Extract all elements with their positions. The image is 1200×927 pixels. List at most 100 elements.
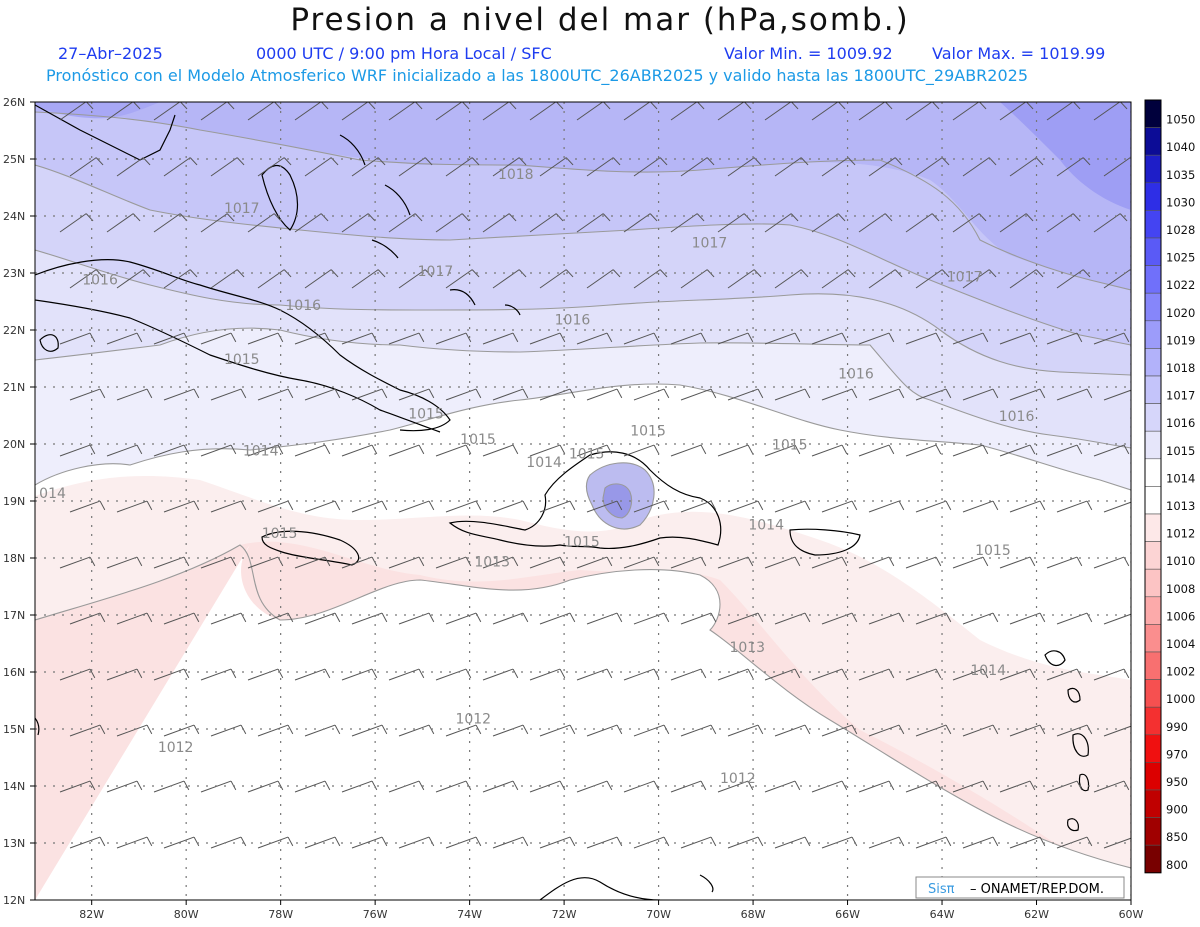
colorbar-label: 1012: [1166, 527, 1195, 541]
wind-barb: [905, 444, 942, 457]
wind-barb: [623, 213, 658, 233]
colorbar-label: 1017: [1166, 389, 1195, 403]
lon-label: 60W: [1119, 908, 1144, 921]
wind-barb: [482, 780, 519, 793]
pressure-band-1019: [1000, 102, 1131, 210]
lon-label: 62W: [1024, 908, 1049, 921]
wind-barb: [1009, 269, 1044, 289]
credit-brand: Sisπ: [928, 882, 955, 897]
hispaniola: [448, 451, 722, 550]
valor-min-label: Valor Min. = 1009.92: [724, 44, 893, 63]
cuba-south-coast: [35, 299, 441, 433]
wind-barb: [868, 157, 903, 177]
wind-barb: [1046, 556, 1083, 569]
wind-barb: [999, 556, 1036, 569]
wind-barb: [670, 102, 705, 121]
wind-barb: [727, 612, 764, 625]
wind-barb: [774, 500, 811, 513]
wind-barb: [482, 213, 517, 233]
wind-barb: [727, 836, 764, 849]
colorbar-swatch: [1144, 320, 1162, 349]
isobar-label: 1015: [772, 438, 808, 454]
wind-barb: [304, 836, 341, 849]
wind-barb: [633, 157, 668, 177]
wind-barb: [1103, 157, 1131, 177]
wind-barb: [811, 556, 848, 569]
lon-label: 78W: [268, 908, 293, 921]
isobar-label: 1014: [30, 486, 66, 502]
wind-barb: [1009, 724, 1046, 737]
wind-barb: [257, 500, 294, 513]
isobar-label: 1015: [224, 352, 260, 368]
lat-label: 15N: [3, 723, 25, 736]
isobar-label: 1015: [564, 535, 600, 551]
wind-barb: [294, 780, 331, 793]
colorbar-label: 1002: [1166, 665, 1195, 679]
wind-barb: [717, 213, 752, 233]
wind-barb: [539, 612, 576, 625]
wind-barb: [304, 388, 341, 401]
bahamas-island-1: [371, 239, 399, 259]
wind-barb: [764, 102, 799, 121]
wind-barb: [858, 556, 895, 569]
wind-barb: [529, 213, 564, 233]
wind-barb: [999, 444, 1036, 457]
isobar-label: 1013: [474, 555, 510, 571]
isobar-label: 1014: [526, 455, 562, 471]
wind-barb: [257, 388, 294, 401]
wind-barb: [858, 668, 895, 681]
bahamas-andros: [261, 165, 299, 231]
lesser-antilles-martinique: [1067, 687, 1081, 703]
wind-barb: [341, 780, 378, 793]
isobar-label: 1013: [729, 640, 765, 656]
isobar-label: 1012: [720, 771, 756, 787]
wind-barb: [811, 213, 846, 233]
lat-label: 12N: [3, 894, 25, 907]
wind-barb: [633, 612, 670, 625]
wind-barb: [445, 388, 482, 401]
wind-barb: [717, 332, 754, 345]
isobar-label: 1014: [970, 663, 1006, 679]
wind-barb: [727, 724, 764, 737]
isobar-label: 1015: [262, 526, 298, 542]
wind-barb: [210, 388, 247, 401]
colorbar-swatch: [1144, 210, 1162, 239]
wind-barb: [492, 836, 529, 849]
wind-barb: [952, 332, 989, 345]
wind-barb: [294, 102, 329, 121]
wind-barb: [717, 780, 754, 793]
wind-barb: [116, 836, 153, 849]
wind-barb: [1046, 332, 1083, 345]
colorbar-label: 1030: [1166, 195, 1195, 209]
wind-barb: [868, 836, 905, 849]
wind-barb: [1046, 444, 1083, 457]
wind-barb: [69, 388, 106, 401]
west-coast-edge: [35, 717, 40, 736]
colorbar-label: 1015: [1166, 444, 1195, 458]
colorbar-swatch: [1144, 734, 1162, 763]
wind-barb: [1103, 613, 1131, 625]
wind-barb: [915, 157, 950, 177]
colorbar-label: 1028: [1166, 223, 1195, 237]
wind-barb: [858, 213, 893, 233]
wind-barb: [680, 500, 717, 513]
wind-barb: [764, 332, 801, 345]
wind-barb: [1009, 500, 1046, 513]
wind-barb: [586, 269, 621, 289]
isobar-labels: 1018 1017 1017 1017 1017 1016 1016 1016 1016 1016…: [30, 167, 1034, 787]
wind-barb: [388, 213, 423, 233]
wind-barb: [952, 556, 989, 569]
south-america-coast: [539, 877, 661, 900]
wind-barb: [680, 157, 715, 177]
wind-barb: [482, 102, 517, 121]
colorbar-swatch: [1144, 679, 1162, 708]
wind-barb: [388, 668, 425, 681]
wind-barb: [529, 556, 566, 569]
wind-barb: [59, 780, 96, 793]
jamaica: [261, 530, 360, 566]
lesser-antilles-st-lucia: [1072, 733, 1089, 757]
wind-barb: [106, 444, 143, 457]
wind-barb: [247, 213, 282, 233]
wind-barb: [351, 388, 388, 401]
colorbar-swatch: [1144, 596, 1162, 625]
